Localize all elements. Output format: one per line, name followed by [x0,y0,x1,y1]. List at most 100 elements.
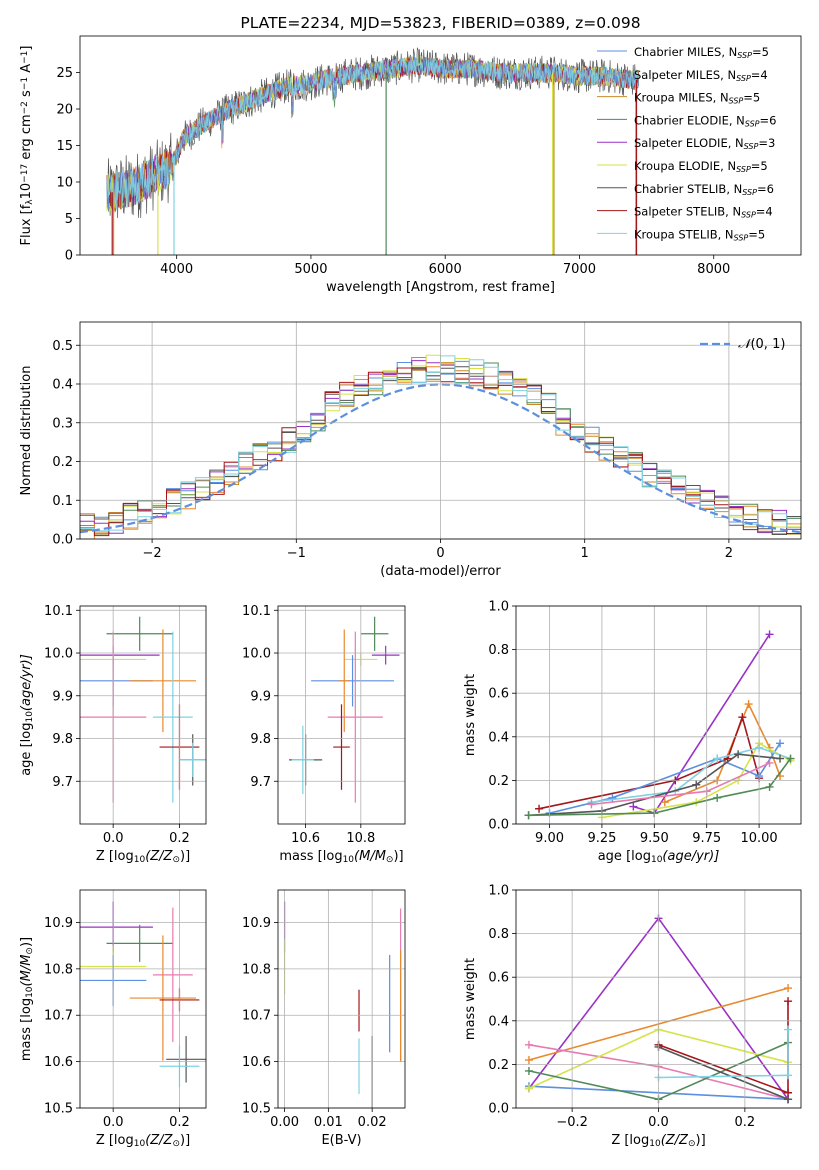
mass-weight-vs-age-panel: 9.00 9.25 9.50 9.75 10.00 0.0 0.2 0.4 0.6 0.8 1.0 a… [463,600,802,865]
age-vs-z-panel: 0.0 0.29.79.89.910.010.1Z [log10(Z/Z⊙)]ag… [19,604,207,865]
error-bar-point [291,725,314,795]
legend-entry: Kroupa STELIB, NSSP=5 [634,227,765,242]
error-bar-point [106,616,173,651]
weight-marker [535,804,544,813]
y-tick-label: 0 [65,249,73,264]
y-tick-label: 9.9 [250,689,271,704]
y-tick-label: 20 [56,103,73,118]
weight-marker [784,997,793,1006]
y-tick-label: 0.0 [52,533,73,548]
x-tick-label: 0.0 [103,1115,124,1130]
error-bar-point [311,655,394,707]
weight-marker [608,793,617,802]
weight-marker [629,802,638,811]
age-vs-z-plot-area [80,616,206,803]
y-axis-label-part: (age/yr)] [19,654,34,711]
x-axis-label-part: Z [log [96,1133,134,1148]
x-axis-label: Z [log10(Z/Z⊙)] [96,1133,190,1149]
legend-entry-suffix: =4 [751,68,768,82]
x-axis-label-part: (M/M [354,849,386,864]
y-axis-label-part: −1 [20,77,30,90]
mass-vs-z-frame [79,889,207,1109]
y-axis-label-part: A [19,64,34,77]
residual-histogram-frame [79,321,802,540]
y-tick-label: 10.1 [242,604,271,619]
legend-entry: Kroupa MILES, NSSP=5 [634,91,760,106]
weight-marker [524,1084,533,1093]
weight-series-line [664,702,781,803]
weight-marker [734,750,743,759]
spectrum-line-kroupa_stelib [106,56,639,210]
x-axis-label: Z [log10(Z/Z⊙)] [611,1133,705,1149]
y-tick-label: 9.8 [250,732,271,747]
y-axis-label: mass weight [463,958,478,1040]
x-tick-label: 10.6 [291,831,320,846]
weight-marker [765,782,774,791]
weight-series-line [658,1001,789,1094]
error-bar-point [129,935,197,1061]
x-axis-label-part: ⊙ [688,1139,696,1149]
x-axis-label-part: age [log [598,849,651,864]
x-tick-label: 9.50 [640,831,669,846]
y-tick-label: 10.6 [44,1055,73,1070]
y-axis-label: Flux [fλ10−17 erg cm−2 s−1 A−1] [19,46,35,246]
y-tick-label: 9.7 [250,775,271,790]
y-axis-label-part: −1 [20,51,30,64]
error-bar-point [179,742,206,777]
weight-marker [524,1040,533,1049]
mass-vs-ebv-panel: 0.00 0.01 0.02 10.5 10.6 10.7 10.8 10.9 E(B-V) [242,889,406,1148]
x-tick-label: 0.2 [169,1115,190,1130]
mass-vs-z-plot-area [80,901,206,1088]
mass-vs-ebv-plot-area [283,901,402,1108]
x-tick-label: 0.0 [103,831,124,846]
y-tick-label: 1.0 [488,884,509,899]
y-tick-label: 10 [56,176,73,191]
legend-entry-suffix: =5 [751,159,768,173]
x-axis-label-part: (Z/Z [661,1133,689,1148]
legend-entry-subscript: SSP [742,188,757,197]
weight-marker [524,1056,533,1065]
legend-entry-name: Chabrier ELODIE, N [634,113,745,127]
y-axis-label-part: −17 [20,164,30,183]
legend-entry: Chabrier ELODIE, NSSP=6 [634,113,776,128]
y-tick-label: 10.0 [44,647,73,662]
legend-entry-suffix: =6 [757,182,774,196]
legend-entry-subscript: SSP [736,74,751,83]
legend-entry-subscript: SSP [734,233,749,242]
weight-series-line [658,1046,789,1101]
y-axis-label-part: age [log [19,723,34,776]
age-vs-mass-panel: 10.6 10.8 9.7 9.8 9.9 10.0 10.1 mass [log10(M/M… [242,604,406,865]
x-tick-label: 10.00 [740,831,777,846]
weight-marker [660,798,669,807]
y-tick-label: 0.6 [488,687,509,702]
weight-marker [524,1066,533,1075]
legend-entry-name: Salpeter MILES, N [634,68,736,82]
weight-marker [587,800,596,809]
legend-entry-name: Salpeter ELODIE, N [634,136,744,150]
x-axis-label-part: (Z/Z [145,849,173,864]
weight-marker [713,754,722,763]
x-axis-label-part: 10 [649,1139,661,1149]
weight-marker [738,713,747,722]
y-tick-label: 25 [56,66,73,81]
legend-entry: Salpeter STELIB, NSSP=4 [634,205,773,220]
x-axis-label: age [log10(age/yr)] [598,849,720,865]
x-axis-label-part: ⊙ [172,855,180,865]
weight-marker [765,630,774,639]
error-bar-point [129,629,197,733]
x-axis-label: Z [log10(Z/Z⊙)] [96,849,190,865]
y-tick-label: 10.8 [44,962,73,977]
y-tick-label: 10.0 [242,647,271,662]
y-tick-label: 0.3 [52,416,73,431]
y-tick-label: 0.0 [488,1102,509,1117]
y-axis-label-part: −2 [20,101,30,114]
weight-marker [784,1025,793,1034]
x-tick-label: 9.75 [692,831,721,846]
spectrum-panel: 4000 5000 6000 7000 8000 0 5 10 15 20 25 wavelength… [19,14,802,295]
y-axis-label-part: mass [log [19,998,34,1061]
x-axis-label-part: 10 [651,855,663,865]
y-tick-label: 10.7 [242,1009,271,1024]
error-bar-point [360,616,389,651]
legend-entry-subscript: SSP [745,119,760,128]
